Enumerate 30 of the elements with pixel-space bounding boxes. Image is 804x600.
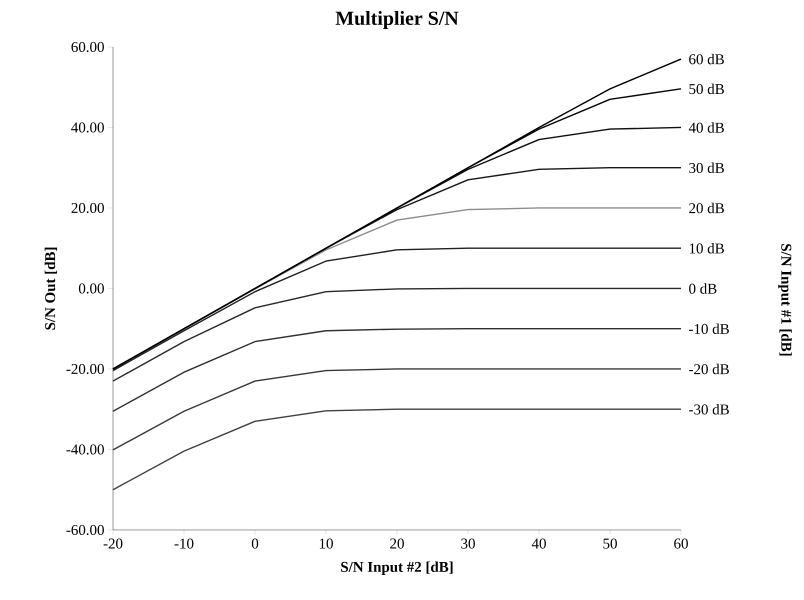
x-tick-label: 50 [603, 538, 617, 549]
x-tick-label: 40 [532, 538, 546, 549]
x-axis-title: S/N Input #2 [dB] [341, 561, 453, 575]
x-tick-label: 60 [674, 538, 688, 549]
series-label: 0 dB [689, 283, 716, 294]
series-label: 60 dB [689, 54, 724, 64]
x-tick-label: 20 [390, 538, 404, 549]
series-label: -10 dB [689, 323, 729, 334]
y-axis-title: S/N Out [dB] [44, 248, 58, 330]
x-tick-label: 10 [320, 538, 333, 549]
series-label: 50 dB [689, 84, 724, 94]
series-label: 40 dB [688, 122, 724, 133]
y-tick-label: 40.00 [71, 122, 104, 133]
x-tick-label: -10 [174, 538, 194, 549]
series-label: -20 dB [689, 364, 729, 374]
series-label: 10 dB [690, 242, 724, 254]
y-tick-label: -40.00 [66, 444, 104, 455]
series-label: 20 dB [689, 202, 724, 214]
y-tick-label: 0.00 [78, 283, 104, 294]
series-label: 30 dB [689, 162, 724, 173]
text: S/N Input #1 [dB] [778, 244, 792, 356]
series-label: -30 dB [689, 404, 729, 414]
x-tick-label: 30 [461, 538, 475, 549]
chart-title: Multiplier S/N [336, 10, 458, 30]
x-tick-label: -20 [104, 538, 122, 549]
y-tick-label: -60.00 [66, 524, 104, 536]
y-tick-label: 20.00 [72, 202, 104, 214]
x-tick-label: 0 [252, 538, 258, 549]
y-tick-label: 60.00 [72, 42, 104, 52]
y-tick-label: -20.00 [66, 364, 104, 374]
